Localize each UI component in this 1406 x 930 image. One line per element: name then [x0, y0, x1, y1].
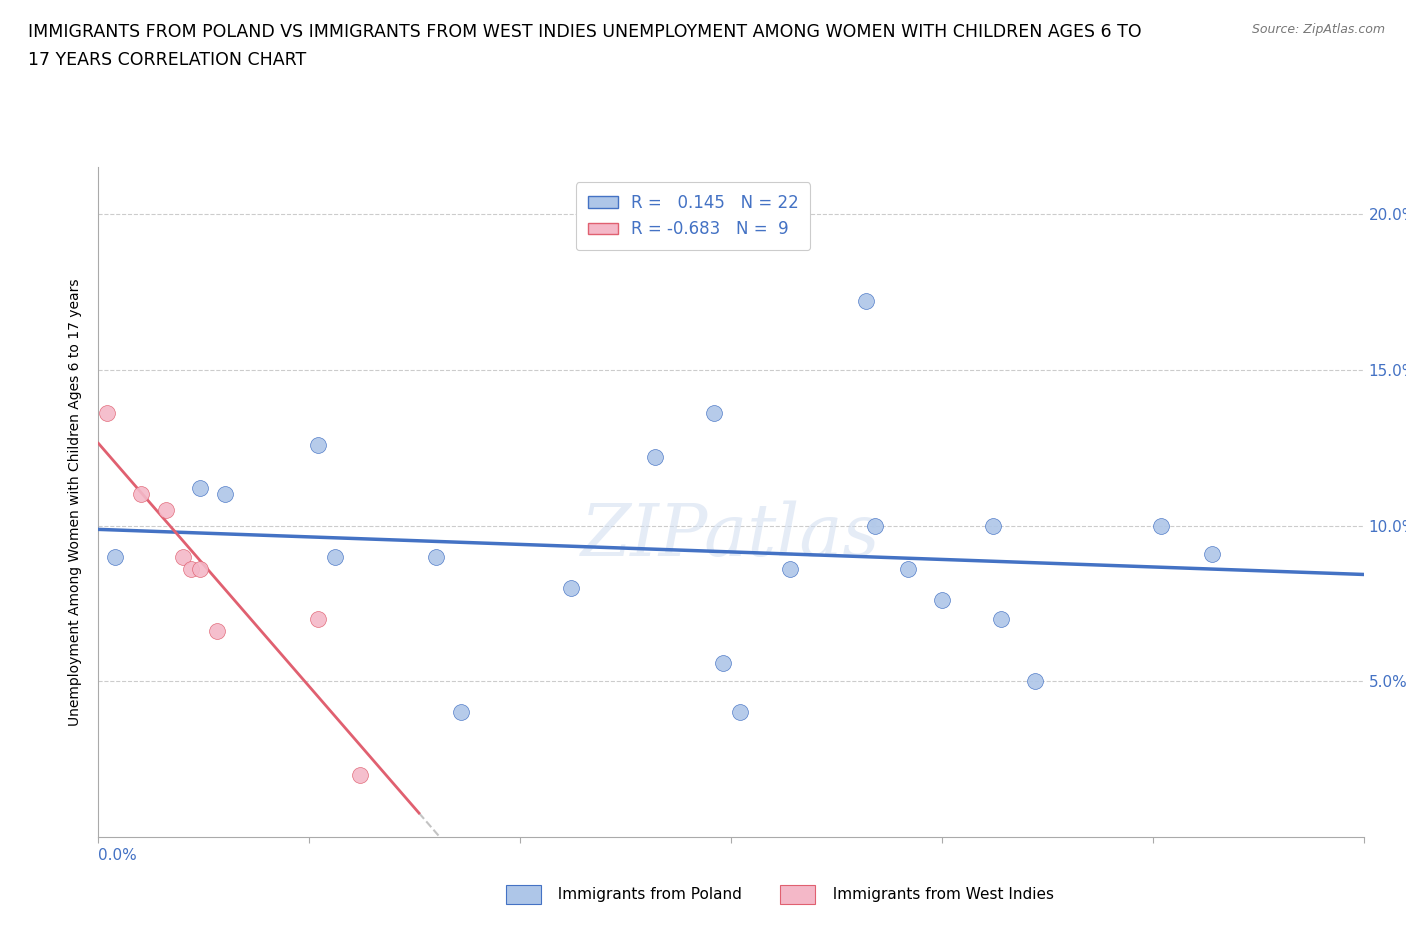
- Text: Immigrants from West Indies: Immigrants from West Indies: [823, 887, 1053, 902]
- Point: [307, 437, 329, 452]
- Point: [703, 406, 725, 421]
- Point: [129, 487, 152, 502]
- Point: [644, 449, 666, 464]
- Point: [728, 705, 751, 720]
- Point: [180, 562, 202, 577]
- Point: [349, 767, 371, 782]
- Legend: R =   0.145   N = 22, R = -0.683   N =  9: R = 0.145 N = 22, R = -0.683 N = 9: [576, 182, 810, 250]
- Point: [931, 592, 953, 607]
- Point: [779, 562, 801, 577]
- Point: [96, 406, 118, 421]
- Point: [1024, 674, 1046, 689]
- Point: [1150, 518, 1173, 533]
- Y-axis label: Unemployment Among Women with Children Ages 6 to 17 years: Unemployment Among Women with Children A…: [69, 278, 83, 726]
- Point: [450, 705, 472, 720]
- Point: [188, 562, 211, 577]
- Text: 17 YEARS CORRELATION CHART: 17 YEARS CORRELATION CHART: [28, 51, 307, 69]
- Point: [307, 612, 329, 627]
- Point: [855, 294, 877, 309]
- Text: Source: ZipAtlas.com: Source: ZipAtlas.com: [1251, 23, 1385, 36]
- Point: [172, 550, 194, 565]
- Point: [981, 518, 1004, 533]
- Point: [711, 655, 734, 670]
- Text: Immigrants from Poland: Immigrants from Poland: [548, 887, 742, 902]
- Point: [897, 562, 920, 577]
- Point: [205, 624, 228, 639]
- Point: [323, 550, 346, 565]
- Point: [214, 487, 236, 502]
- Text: IMMIGRANTS FROM POLAND VS IMMIGRANTS FROM WEST INDIES UNEMPLOYMENT AMONG WOMEN W: IMMIGRANTS FROM POLAND VS IMMIGRANTS FRO…: [28, 23, 1142, 41]
- Point: [155, 502, 177, 517]
- Text: ZIPatlas: ZIPatlas: [581, 500, 882, 571]
- Point: [863, 518, 886, 533]
- Point: [560, 580, 582, 595]
- Point: [188, 481, 211, 496]
- Point: [990, 612, 1012, 627]
- Point: [1201, 546, 1223, 561]
- Text: 0.0%: 0.0%: [98, 848, 138, 863]
- Point: [104, 550, 127, 565]
- Point: [425, 550, 447, 565]
